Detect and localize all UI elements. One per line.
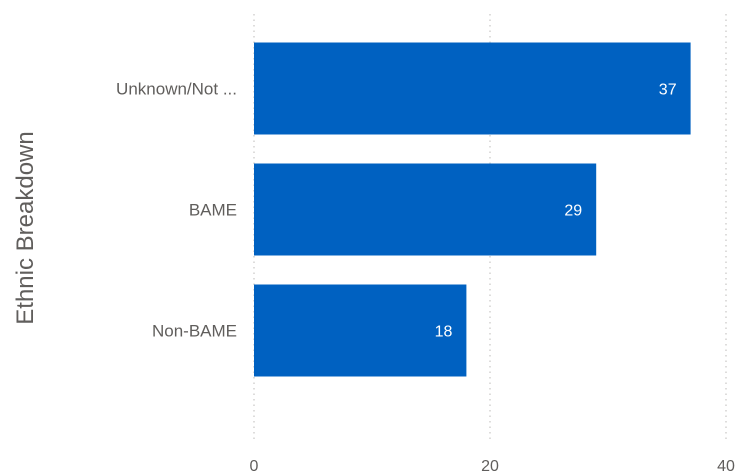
- data-label-1: 29: [564, 203, 582, 220]
- bar-0[interactable]: [254, 42, 691, 135]
- data-labels: 37 29 18: [435, 82, 677, 341]
- category-label-0: Unknown/Not ...: [116, 80, 237, 99]
- category-labels: Unknown/Not ... BAME Non-BAME: [116, 80, 237, 341]
- x-tick-labels: 0 20 40: [250, 458, 735, 475]
- x-tick-label-0: 0: [250, 458, 259, 475]
- category-label-2: Non-BAME: [152, 322, 237, 341]
- data-label-0: 37: [659, 82, 677, 99]
- x-tick-label-1: 20: [481, 458, 499, 475]
- bars: [254, 42, 691, 377]
- bar-2[interactable]: [254, 284, 467, 377]
- category-label-1: BAME: [189, 201, 237, 220]
- x-tick-label-2: 40: [717, 458, 735, 475]
- y-axis-title: Ethnic Breakdown: [12, 131, 39, 324]
- data-label-2: 18: [435, 324, 453, 341]
- bar-1[interactable]: [254, 163, 597, 256]
